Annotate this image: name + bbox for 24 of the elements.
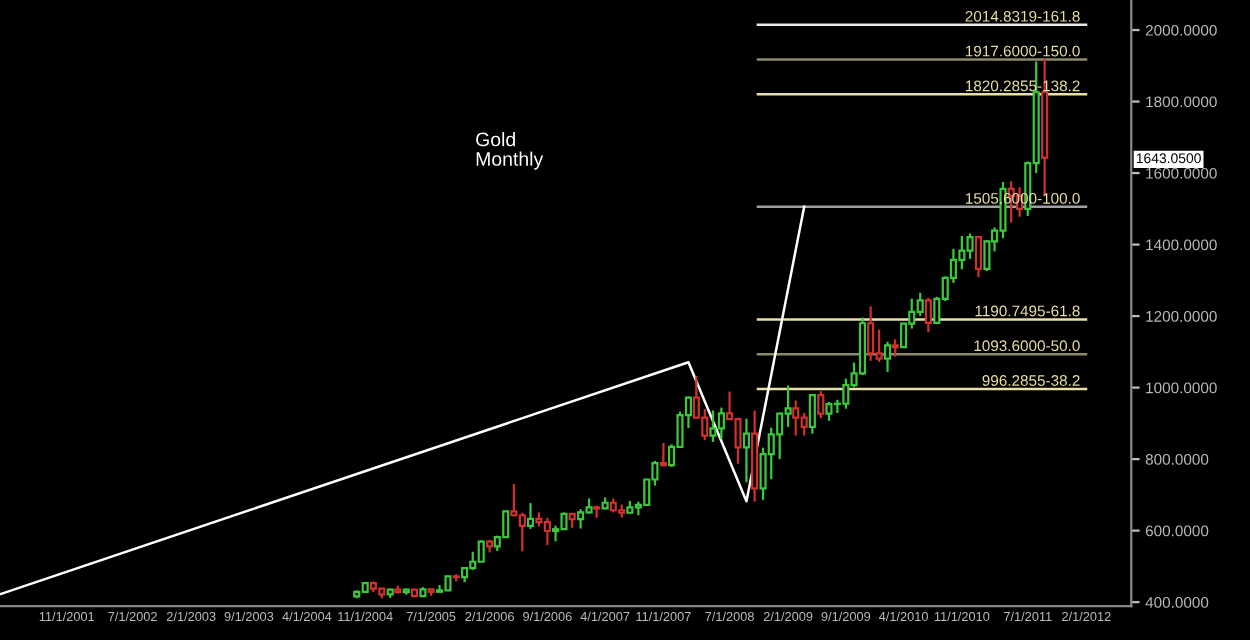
candlestick (875, 328, 883, 363)
candlestick (784, 384, 792, 429)
candlestick (577, 508, 585, 530)
candlestick (518, 511, 526, 553)
candlestick (709, 409, 717, 444)
candlestick (974, 234, 983, 279)
candlestick (842, 377, 850, 410)
candlestick (883, 340, 892, 373)
candlestick (717, 406, 725, 441)
candlestick (916, 291, 924, 318)
line-series (0, 205, 806, 596)
candlestick (776, 411, 784, 461)
candlestick (742, 417, 751, 484)
text: Gold Monthly (476, 132, 544, 170)
candlestick (477, 539, 485, 564)
candlestick (817, 390, 825, 420)
candlestick (502, 510, 510, 539)
candlestick (792, 399, 800, 437)
candlestick (526, 501, 535, 530)
candlestick (543, 516, 551, 547)
candlestick (808, 392, 816, 435)
candlestick (924, 296, 932, 334)
candlestick (825, 400, 833, 422)
candlestick (734, 416, 742, 465)
